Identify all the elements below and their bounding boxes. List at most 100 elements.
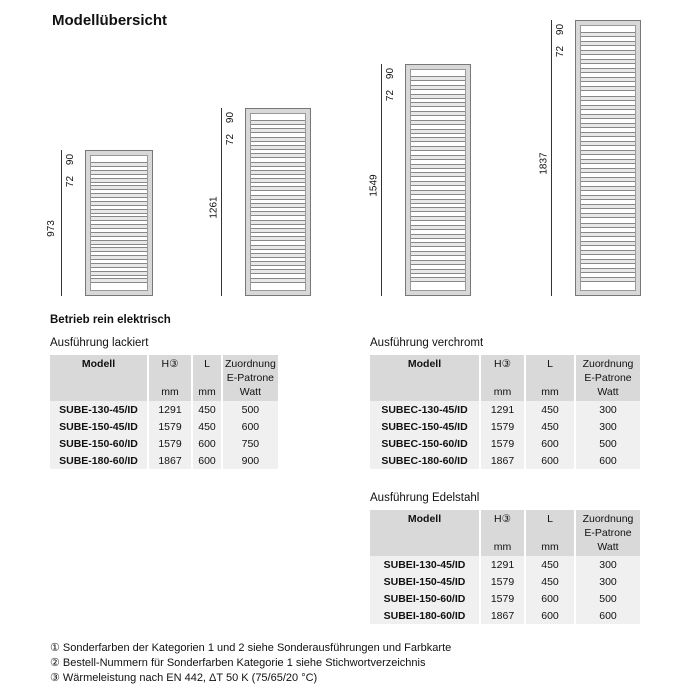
col-modell: Modell	[370, 355, 480, 401]
table-row: SUBEC-150-60/ID 1579 600 500	[370, 435, 640, 452]
radiator-bar	[411, 216, 465, 221]
height-label: 1549	[368, 174, 380, 197]
table-cell: 600	[524, 607, 575, 624]
radiator-bar	[581, 113, 635, 119]
table-row: SUBEI-150-60/ID 1579 600 500	[370, 590, 640, 607]
table-cell: 300	[574, 556, 640, 573]
l-label: L	[204, 358, 210, 370]
radiator-bar	[581, 68, 635, 74]
table-row: SUBEI-130-45/ID 1291 450 300	[370, 556, 640, 573]
unit: mm	[198, 386, 216, 398]
table-row: SUBEI-180-60/ID 1867 600 600	[370, 607, 640, 624]
table-cell: SUBEC-150-45/ID	[370, 418, 480, 435]
radiator-diagram	[245, 108, 311, 296]
table-cell: SUBE-150-45/ID	[50, 418, 148, 435]
radiator-bar	[581, 186, 635, 192]
table-cell: 450	[524, 418, 575, 435]
table-row: SUBEC-180-60/ID 1867 600 600	[370, 452, 640, 469]
table-row: SUBE-130-45/ID 1291 450 500	[50, 401, 278, 418]
table-cell: SUBEI-130-45/ID	[370, 556, 480, 573]
h-label: H③	[494, 358, 511, 370]
watt-label: E-Patrone	[584, 527, 632, 539]
radiator-bar	[411, 102, 465, 108]
table-cell: SUBE-150-60/ID	[50, 435, 148, 452]
watt-label: Zuordnung	[582, 513, 634, 525]
radiator-bar	[411, 111, 465, 116]
radiator-bar	[91, 231, 147, 237]
radiator-bar	[581, 59, 635, 65]
top-offset-label: 90	[555, 23, 567, 36]
radiator-bar	[91, 239, 147, 245]
height-dimension-line	[61, 150, 62, 296]
table-cell: 500	[574, 435, 640, 452]
radiator-bar	[91, 185, 147, 191]
radiator-bar	[411, 84, 465, 90]
radiator-bar	[91, 247, 147, 253]
radiator-bar	[581, 267, 635, 273]
radiator-bar	[91, 169, 147, 175]
top-offset-label: 90	[65, 153, 77, 166]
section-title: Betrieb rein elektrisch	[50, 314, 171, 326]
radiator-bar	[251, 194, 305, 200]
table-cell: 450	[524, 401, 575, 418]
l-label: L	[547, 513, 553, 525]
table-title: Ausführung Edelstahl	[370, 492, 480, 504]
height-dimension-line	[551, 20, 552, 296]
unit: mm	[493, 386, 512, 398]
table-cell: 1579	[479, 590, 525, 607]
table-row: SUBEC-130-45/ID 1291 450 300	[370, 401, 640, 418]
radiator-bar	[251, 153, 305, 159]
unit: mm	[161, 386, 179, 398]
radiator-bar	[251, 144, 305, 150]
radiator-bar	[251, 227, 305, 233]
watt-label: Zuordnung	[225, 358, 276, 370]
radiator-bar	[251, 169, 305, 175]
table-cell: 600	[524, 590, 575, 607]
table-cell: 900	[221, 452, 278, 469]
watt-label: Watt	[597, 541, 619, 553]
radiator-bar	[411, 268, 465, 274]
radiator-bar	[411, 259, 465, 265]
radiator-bar	[411, 172, 465, 178]
radiator-bar	[581, 41, 635, 47]
table-row: SUBE-150-60/ID 1579 600 750	[50, 435, 278, 452]
height-label: 1837	[538, 152, 550, 175]
table-cell: 600	[524, 435, 575, 452]
height-label: 1261	[208, 196, 220, 219]
radiator-bar	[581, 249, 635, 255]
table-cell: SUBE-130-45/ID	[50, 401, 148, 418]
radiator-bar	[581, 86, 635, 92]
top-offset-label: 90	[225, 111, 237, 124]
radiator-bar	[581, 122, 635, 128]
table-row: SUBEI-150-45/ID 1579 450 300	[370, 573, 640, 590]
radiator-bar	[91, 278, 147, 284]
radiator-bar	[251, 186, 305, 192]
radiator-bar	[581, 276, 635, 282]
radiator-bar	[581, 95, 635, 101]
radiator-bar	[91, 262, 147, 268]
radiator-bar	[581, 140, 635, 146]
radiator-bar	[251, 203, 305, 208]
radiator-bar	[91, 224, 147, 229]
radiator-bar	[91, 162, 147, 167]
radiator-bar	[91, 216, 147, 222]
col-modell: Modell	[370, 510, 480, 556]
radiator-bar	[411, 137, 465, 143]
radiator-bar	[581, 177, 635, 183]
l-label: L	[547, 358, 553, 370]
table-cell: 750	[221, 435, 278, 452]
table-cell: 450	[524, 556, 575, 573]
radiator-bar	[411, 163, 465, 169]
watt-label: Zuordnung	[582, 358, 634, 370]
table-cell: 1579	[479, 573, 525, 590]
table-cell: 450	[191, 401, 222, 418]
radiator-bar	[251, 219, 305, 225]
table-cell: 300	[574, 401, 640, 418]
radiator-bar	[91, 193, 147, 198]
col-modell: Modell	[50, 355, 148, 401]
radiator-bar	[251, 261, 305, 267]
